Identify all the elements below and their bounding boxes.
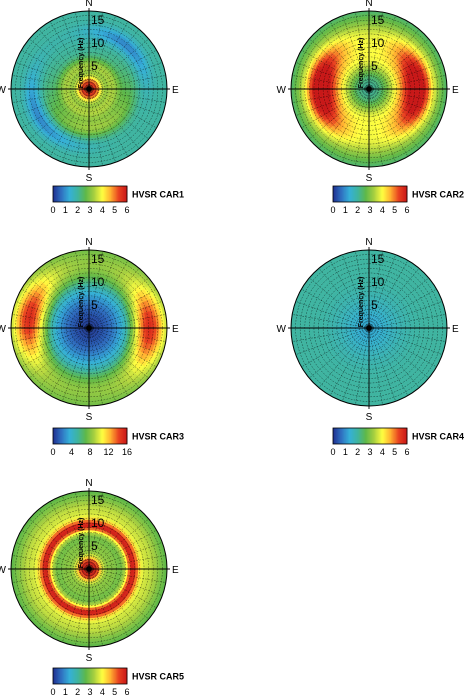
center-marker bbox=[86, 86, 92, 92]
heatmap-cell bbox=[368, 140, 375, 144]
heatmap-cell bbox=[368, 153, 376, 157]
direction-north: N bbox=[85, 0, 92, 9]
heatmap-cell bbox=[301, 88, 305, 96]
direction-west: W bbox=[0, 85, 7, 96]
heatmap-cell bbox=[363, 34, 370, 38]
radial-tick-label: 10 bbox=[371, 36, 385, 50]
radial-tick-label: 5 bbox=[371, 59, 378, 73]
heatmap-cell bbox=[362, 23, 370, 28]
heatmap-cell bbox=[83, 29, 90, 33]
heatmap-cell bbox=[368, 150, 376, 155]
radial-tick-label: 15 bbox=[91, 13, 105, 27]
heatmap-cell bbox=[135, 84, 139, 90]
heatmap-cell bbox=[82, 21, 90, 25]
heatmap-cell bbox=[84, 39, 90, 43]
colorbar-tick-label: 3 bbox=[367, 205, 372, 215]
heatmap-cell bbox=[88, 148, 95, 152]
heatmap-cell bbox=[430, 82, 435, 90]
heatmap-cell bbox=[314, 88, 318, 95]
heatmap-cell bbox=[368, 135, 374, 139]
heatmap-cell bbox=[368, 148, 375, 152]
heatmap-cell bbox=[88, 140, 95, 144]
colorbar-tick-label: 6 bbox=[404, 205, 409, 215]
colorbar-tick-label: 0 bbox=[50, 205, 55, 215]
colorbar-title: HVSR CAR2 bbox=[412, 190, 464, 200]
colorbar-tick-label: 5 bbox=[112, 205, 117, 215]
heatmap-cell bbox=[420, 83, 424, 90]
heatmap-cell bbox=[88, 135, 94, 139]
heatmap-cell bbox=[153, 82, 157, 90]
heatmap-cell bbox=[362, 21, 370, 25]
radial-axis-title: Frequency (Hz) bbox=[358, 38, 365, 89]
direction-west: W bbox=[277, 85, 287, 96]
heatmap-cell bbox=[26, 88, 30, 95]
heatmap-cell bbox=[34, 88, 38, 95]
colorbar-tick-label: 0 bbox=[330, 205, 335, 215]
heatmap-cell bbox=[415, 84, 419, 90]
direction-east: E bbox=[452, 85, 459, 96]
radial-tick-label: 5 bbox=[91, 59, 98, 73]
direction-south: S bbox=[366, 173, 373, 184]
colorbar-title: HVSR CAR1 bbox=[132, 190, 184, 200]
colorbar: HVSR CAR1 0 1 2 3 4 5 6 bbox=[50, 185, 184, 215]
heatmap-cell bbox=[428, 83, 432, 90]
direction-east: E bbox=[172, 85, 179, 96]
radial-axis-title: Frequency (Hz) bbox=[78, 38, 85, 89]
radial-tick-label: 10 bbox=[91, 36, 105, 50]
direction-north: N bbox=[365, 0, 372, 9]
heatmap-cell bbox=[150, 82, 155, 90]
colorbar-tick-label: 1 bbox=[63, 205, 68, 215]
colorbar-tick-label: 4 bbox=[380, 205, 385, 215]
heatmap-cell bbox=[23, 88, 28, 96]
heatmap-cell bbox=[148, 83, 152, 90]
colorbar-tick-label: 6 bbox=[124, 205, 129, 215]
radial-tick-label: 15 bbox=[371, 13, 385, 27]
heatmap-cell bbox=[364, 39, 370, 43]
heatmap-cell bbox=[319, 88, 323, 94]
heatmap-cell bbox=[83, 26, 90, 30]
heatmap-cell bbox=[88, 150, 96, 155]
colorbar-tick-label: 5 bbox=[392, 205, 397, 215]
heatmap-cells bbox=[10, 10, 168, 168]
colorbar-tick-label: 3 bbox=[87, 205, 92, 215]
heatmap-cell bbox=[306, 88, 310, 95]
colorbar-tick-label: 2 bbox=[75, 205, 80, 215]
heatmap-cell bbox=[303, 88, 308, 96]
center-marker bbox=[366, 86, 372, 92]
heatmap-cell bbox=[363, 29, 370, 33]
colorbar: HVSR CAR2 0 1 2 3 4 5 6 bbox=[330, 185, 464, 215]
colorbar-tick-label: 4 bbox=[100, 205, 105, 215]
heatmap-cell bbox=[316, 88, 320, 94]
heatmap-cell bbox=[39, 88, 43, 94]
colorbar-tick-label: 2 bbox=[355, 205, 360, 215]
heatmap-cell bbox=[140, 83, 144, 90]
direction-south: S bbox=[86, 173, 93, 184]
heatmap-cell bbox=[83, 34, 90, 38]
heatmap-cell bbox=[363, 26, 370, 30]
heatmap-cell bbox=[88, 153, 96, 157]
heatmap-cell bbox=[21, 88, 25, 96]
colorbar-tick-label: 1 bbox=[343, 205, 348, 215]
heatmap-cell bbox=[82, 23, 90, 28]
heatmap-cell bbox=[433, 82, 437, 90]
heatmap-cell bbox=[36, 88, 40, 94]
